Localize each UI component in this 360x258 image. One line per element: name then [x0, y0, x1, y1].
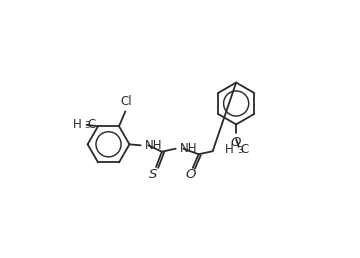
Text: C: C — [87, 118, 95, 131]
Text: H: H — [73, 118, 81, 131]
Text: S: S — [149, 168, 157, 181]
Text: NH: NH — [145, 139, 162, 152]
Text: 3: 3 — [238, 146, 243, 155]
Text: C: C — [241, 143, 249, 156]
Text: O: O — [231, 136, 241, 149]
Text: NH: NH — [180, 142, 197, 155]
Text: O: O — [185, 168, 195, 181]
Text: H: H — [225, 143, 234, 156]
Text: Cl: Cl — [121, 95, 132, 108]
Text: 3: 3 — [84, 122, 90, 131]
